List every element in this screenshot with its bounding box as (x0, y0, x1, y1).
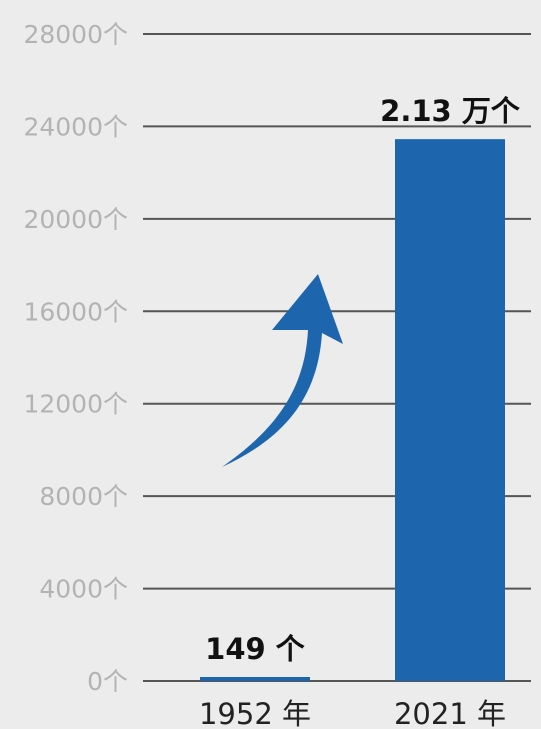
y-tick-label: 16000个 (23, 297, 128, 326)
y-tick-label: 0个 (87, 667, 128, 696)
data-labels: 149 个 2.13 万个 (205, 94, 521, 666)
bar-2 (395, 139, 505, 681)
data-label: 2.13 万个 (380, 94, 521, 128)
y-tick-label: 4000个 (39, 575, 128, 604)
y-axis-labels: 0个 4000个 8000个 12000个 16000个 20000个 24000个 2800… (23, 20, 128, 696)
y-tick-label: 20000个 (23, 205, 128, 234)
x-tick-label: 2021 年 (394, 697, 506, 729)
x-tick-label: 1952 年 (199, 697, 311, 729)
y-tick-label: 12000个 (23, 390, 128, 419)
bar-1 (200, 677, 310, 681)
x-axis-labels: 1952 年 2021 年 (199, 697, 506, 729)
bars (200, 139, 505, 681)
y-tick-label: 8000个 (39, 482, 128, 511)
gridlines (143, 33, 531, 682)
y-tick-label: 24000个 (23, 112, 128, 141)
data-label: 149 个 (205, 632, 306, 666)
y-tick-label: 28000个 (23, 20, 128, 49)
curved-up-arrow-icon (222, 274, 343, 467)
